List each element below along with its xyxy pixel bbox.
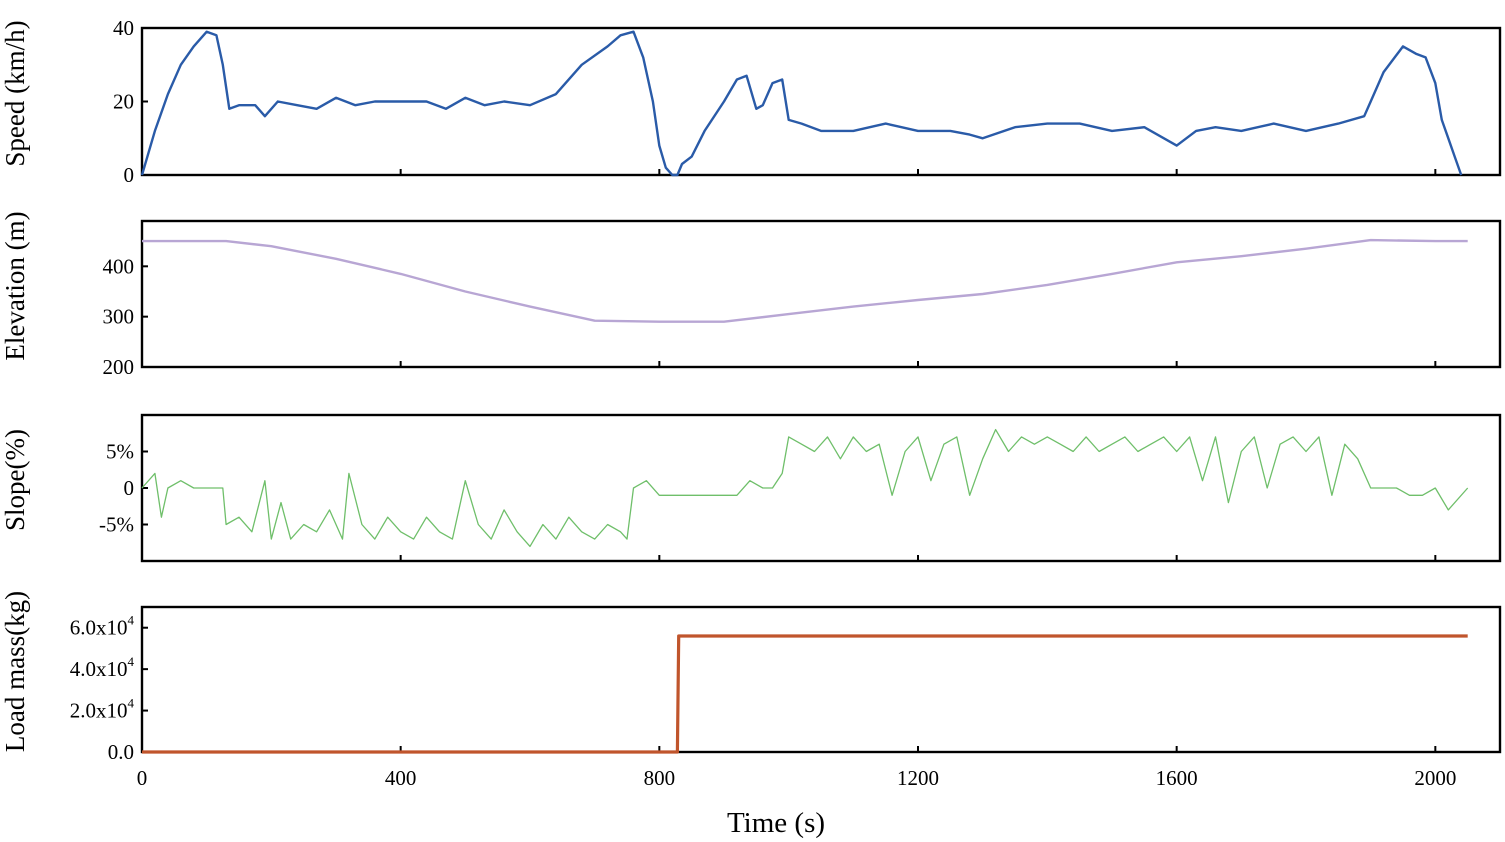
load-y-axis-title: Load mass(kg) bbox=[0, 591, 30, 752]
elevation-series-line bbox=[142, 238, 1468, 323]
x-tick-label: 0 bbox=[137, 766, 148, 790]
speed-y-tick-label: 20 bbox=[113, 90, 134, 114]
x-tick-label: 1600 bbox=[1156, 766, 1198, 790]
panel-load: 0.0 2.0x104 4.0x104 6.0x104 Load mass(kg) bbox=[0, 591, 1502, 764]
slope-y-axis-title: Slope(%) bbox=[0, 429, 30, 531]
x-tick-labels: 0 400 800 1200 1600 2000 bbox=[137, 766, 1457, 790]
elevation-y-tick-label: 300 bbox=[103, 305, 135, 329]
elevation-y-tick-label: 400 bbox=[103, 254, 135, 278]
x-tick-label: 400 bbox=[385, 766, 417, 790]
x-tick-label: 800 bbox=[644, 766, 676, 790]
slope-y-tick-label: 0 bbox=[124, 476, 135, 500]
panel-slope: -5% 0 5% Slope(%) bbox=[0, 413, 1502, 563]
load-y-tick-label: 4.0x104 bbox=[70, 654, 135, 681]
x-axis: 0 400 800 1200 1600 2000 Time (s) bbox=[137, 766, 1457, 839]
speed-y-axis-title: Speed (km/h) bbox=[0, 20, 30, 166]
load-y-tick-label: 2.0x104 bbox=[70, 696, 135, 723]
load-y-tick-label: 6.0x104 bbox=[70, 613, 135, 640]
load-y-tick-label: 0.0 bbox=[108, 740, 134, 764]
load-frame bbox=[140, 605, 1502, 754]
slope-frame bbox=[140, 413, 1502, 563]
panel-elevation: 200 300 400 Elevation (m) bbox=[0, 211, 1502, 379]
x-tick-label: 1200 bbox=[897, 766, 939, 790]
elevation-frame bbox=[140, 219, 1502, 369]
chart-panels: 0 20 40 Speed (km/h) 200 300 400 Elevation (m) -… bbox=[0, 16, 1502, 764]
panel-speed: 0 20 40 Speed (km/h) bbox=[0, 16, 1502, 187]
elevation-y-axis-title: Elevation (m) bbox=[0, 211, 30, 360]
x-axis-title: Time (s) bbox=[727, 807, 825, 839]
slope-series-line bbox=[141, 428, 1469, 548]
speed-y-tick-label: 0 bbox=[124, 163, 135, 187]
speed-y-tick-label: 40 bbox=[113, 16, 134, 40]
slope-y-tick-label: -5% bbox=[99, 513, 134, 537]
load-series-line bbox=[142, 634, 1468, 754]
slope-y-tick-label: 5% bbox=[106, 440, 134, 464]
x-tick-label: 2000 bbox=[1414, 766, 1456, 790]
speed-series-line bbox=[140, 30, 1463, 177]
elevation-y-tick-label: 200 bbox=[103, 355, 135, 379]
